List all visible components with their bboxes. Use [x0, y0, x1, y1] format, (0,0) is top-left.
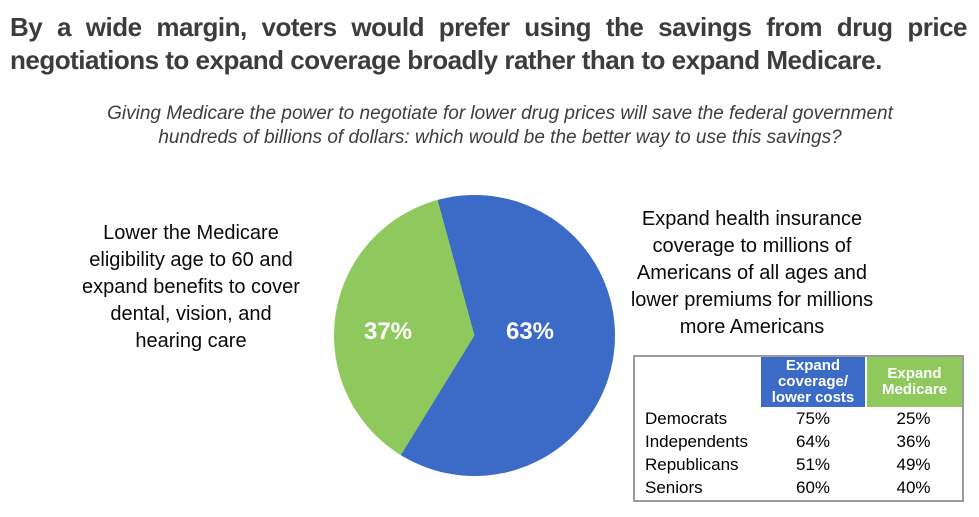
coverage-value: 51% — [795, 455, 831, 475]
right-option-line: coverage to millions of — [652, 235, 852, 257]
medicare-value: 49% — [896, 455, 931, 475]
pie-chart: 37% 63% — [334, 195, 615, 476]
table-row: Independents 64% 36% — [635, 430, 962, 453]
table-header-spacer — [635, 357, 761, 407]
table-row: Seniors 60% 40% — [635, 477, 962, 500]
right-option-line: Expand health insurance — [641, 208, 863, 230]
right-option-line: lower premiums for millions — [630, 289, 874, 311]
pie-slice-label-expand-medicare: 37% — [363, 318, 413, 345]
table-header-medicare: Expand Medicare — [865, 357, 962, 407]
left-option-line: hearing care — [135, 330, 247, 352]
crosstab-table: Expand coverage/ lower costs Expand Medi… — [633, 355, 964, 502]
coverage-value: 64% — [795, 431, 831, 451]
row-label: Republicans — [645, 455, 739, 475]
right-option-label: Expand health insurance coverage to mill… — [597, 206, 907, 341]
row-label: Seniors — [645, 478, 703, 498]
medicare-value: 40% — [896, 478, 931, 498]
left-option-line: dental, vision, and — [110, 303, 272, 325]
table-header-row: Expand coverage/ lower costs Expand Medi… — [635, 357, 962, 407]
medicare-value: 36% — [896, 431, 931, 451]
left-option-line: expand benefits to cover — [82, 276, 300, 298]
table-row: Democrats 75% 25% — [635, 407, 962, 430]
right-option-line: more Americans — [679, 316, 825, 338]
left-option-label: Lower the Medicare eligibility age to 60… — [58, 220, 324, 355]
row-label: Independents — [645, 431, 749, 451]
page-title-line2: negotiations to expand coverage broadly … — [10, 45, 882, 75]
left-option-line: Lower the Medicare — [103, 222, 279, 244]
row-label: Democrats — [645, 408, 728, 428]
right-option-line: Americans of all ages and — [636, 262, 868, 284]
table-row: Republicans 51% 49% — [635, 454, 962, 477]
coverage-value: 60% — [795, 478, 831, 498]
pie-slice-label-expand-coverage: 63% — [505, 318, 555, 345]
medicare-value: 25% — [896, 408, 931, 428]
survey-question-subtitle: Giving Medicare the power to negotiate f… — [20, 102, 979, 149]
page-title: By a wide margin, voters would prefer us… — [10, 11, 968, 77]
coverage-value: 75% — [795, 408, 831, 428]
page-title-line1: By a wide margin, voters would prefer us… — [10, 12, 968, 42]
table-header-coverage: Expand coverage/ lower costs — [761, 357, 865, 407]
subtitle-line1: Giving Medicare the power to negotiate f… — [107, 103, 893, 124]
left-option-line: eligibility age to 60 and — [89, 249, 293, 271]
subtitle-line2: hundreds of billions of dollars: which w… — [158, 126, 842, 148]
